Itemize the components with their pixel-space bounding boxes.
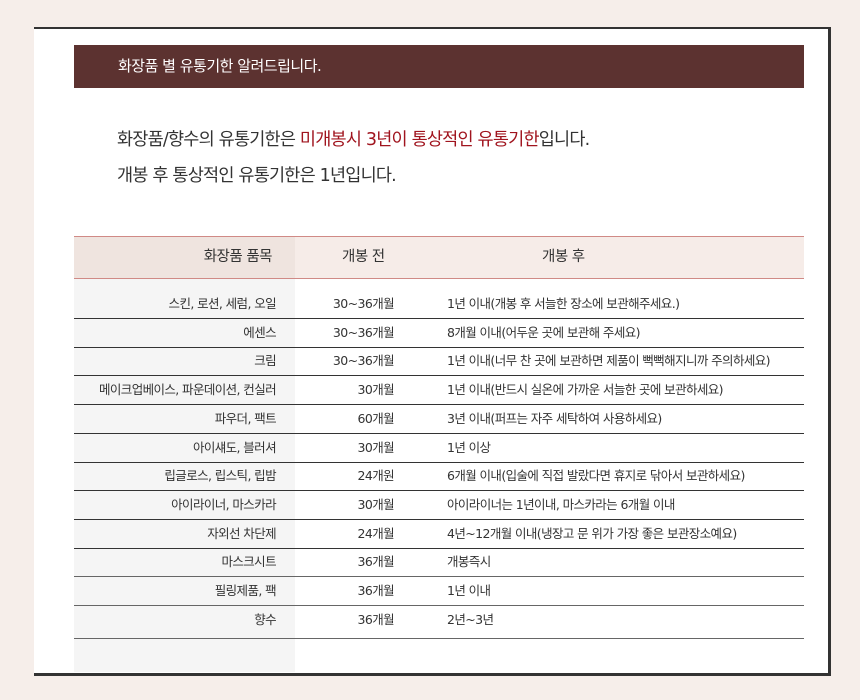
cell-category: 파우더, 팩트 — [214, 410, 277, 426]
cell-after-open: 8개월 이내(어두운 곳에 보관해 주세요) — [447, 324, 641, 340]
table-row: 향수 36개월 2년~3년 — [74, 606, 804, 639]
header-after-open: 개봉 후 — [542, 249, 585, 265]
table-row: 아이섀도, 블러셔 30개월 1년 이상 — [74, 434, 804, 463]
cell-category: 필링제품, 팩 — [214, 583, 277, 598]
cell-before-open: 30개월 — [357, 496, 394, 512]
cell-category: 향수 — [254, 611, 276, 627]
header-category: 화장품 품목 — [203, 249, 273, 265]
table-row: 파우더, 팩트 60개월 3년 이내(퍼프는 자주 세탁하여 사용하세요) — [74, 405, 804, 434]
cell-category: 아이섀도, 블러셔 — [192, 439, 277, 455]
cell-category: 자외선 차단제 — [207, 525, 276, 541]
cell-category: 메이크업베이스, 파운데이션, 컨실러 — [99, 382, 277, 398]
cell-after-open: 2년~3년 — [447, 611, 494, 627]
section-header: 화장품 별 유통기한 알려드립니다. — [74, 45, 804, 88]
cell-before-open: 24개월 — [357, 525, 394, 541]
cell-after-open: 1년 이내(반드시 실온에 가까운 서늘한 곳에 보관하세요) — [447, 382, 724, 398]
category-column-bg — [74, 278, 295, 672]
table-row: 메이크업베이스, 파운데이션, 컨실러 30개월 1년 이내(반드시 실온에 가까운… — [74, 376, 804, 406]
cell-category: 에센스 — [243, 324, 276, 340]
cell-before-open: 30개월 — [357, 382, 394, 398]
table-header: 화장품 품목 개봉 전 개봉 후 — [74, 236, 804, 279]
cell-after-open: 3년 이내(퍼프는 자주 세탁하여 사용하세요) — [447, 410, 662, 426]
cell-before-open: 30~36개월 — [332, 324, 395, 340]
table-row: 스킨, 로션, 세럼, 오일 30~36개월 1년 이내(개봉 후 서늘한 장소에 … — [74, 290, 804, 319]
cell-category: 마스크시트 — [221, 554, 276, 570]
cell-before-open: 36개월 — [357, 583, 394, 598]
table-row: 자외선 차단제 24개월 4년~12개월 이내(냉장고 문 위가 가장 좋은 보관장… — [74, 520, 804, 549]
intro-text: 화장품/향수의 유통기한은 — [117, 130, 300, 150]
cell-after-open: 1년 이내 — [447, 583, 491, 598]
header-cell-bg — [74, 237, 295, 278]
cell-after-open: 4년~12개월 이내(냉장고 문 위가 가장 좋은 보관장소예요) — [447, 525, 737, 541]
cell-before-open: 30~36개월 — [332, 296, 395, 311]
cell-after-open: 1년 이내(너무 찬 곳에 보관하면 제품이 뻑뻑해지니까 주의하세요) — [447, 353, 771, 369]
cell-category: 립글로스, 립스틱, 립밤 — [164, 468, 276, 484]
table-row: 필링제품, 팩 36개월 1년 이내 — [74, 577, 804, 606]
cell-after-open: 1년 이상 — [447, 439, 491, 455]
cell-after-open: 6개월 이내(입술에 직접 발랐다면 휴지로 닦아서 보관하세요) — [447, 468, 745, 484]
cell-category: 아이라이너, 마스카라 — [171, 496, 276, 512]
cell-before-open: 60개월 — [357, 410, 394, 426]
cell-after-open: 개봉즉시 — [447, 554, 491, 570]
cell-before-open: 36개월 — [357, 554, 394, 570]
cell-before-open: 30개월 — [357, 439, 394, 455]
cell-before-open: 30~36개월 — [332, 353, 395, 369]
intro-line-2: 개봉 후 통상적인 유통기한은 1년입니다. — [117, 166, 397, 186]
table-row: 에센스 30~36개월 8개월 이내(어두운 곳에 보관해 주세요) — [74, 319, 804, 348]
intro-text-end: 입니다. — [538, 130, 590, 150]
cell-before-open: 36개월 — [357, 611, 394, 627]
table-row: 크림 30~36개월 1년 이내(너무 찬 곳에 보관하면 제품이 뻑뻑해지니까 주… — [74, 347, 804, 377]
table-row: 립글로스, 립스틱, 립밤 24개원 6개월 이내(입술에 직접 발랐다면 휴지로 … — [74, 462, 804, 492]
cell-before-open: 24개원 — [357, 468, 394, 484]
table-row: 아이라이너, 마스카라 30개월 아이라이너는 1년이내, 마스카라는 6개월 이내 — [74, 491, 804, 520]
intro-line-1: 화장품/향수의 유통기한은 미개봉시 3년이 통상적인 유통기한입니다. — [117, 126, 590, 151]
cell-category: 스킨, 로션, 세럼, 오일 — [168, 296, 277, 311]
cell-after-open: 아이라이너는 1년이내, 마스카라는 6개월 이내 — [447, 496, 675, 512]
section-title: 화장품 별 유통기한 알려드립니다. — [118, 57, 322, 75]
cell-after-open: 1년 이내(개봉 후 서늘한 장소에 보관해주세요.) — [447, 296, 680, 311]
cell-category: 크림 — [254, 353, 276, 369]
intro-highlight: 미개봉시 3년이 통상적인 유통기한 — [299, 130, 540, 150]
table-row: 마스크시트 36개월 개봉즉시 — [74, 548, 804, 578]
header-before-open: 개봉 전 — [342, 249, 385, 265]
